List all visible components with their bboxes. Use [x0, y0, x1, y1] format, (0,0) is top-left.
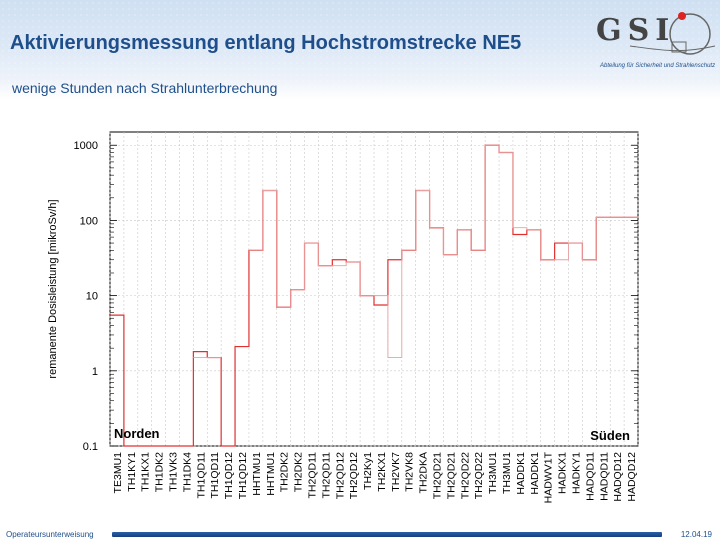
x-tick-label: TH2QD21 [432, 452, 444, 499]
page-title: Aktivierungsmessung entlang Hochstromstr… [10, 32, 522, 54]
x-tick-label: HADWV1T [543, 451, 555, 503]
series-lines [110, 144, 638, 447]
footer-left-text: Operateursunterweisung [6, 530, 94, 539]
x-tick-label: TH2Ky1 [362, 452, 374, 490]
x-tick-label: TH2DK2 [279, 452, 291, 492]
x-tick-label: HADDK1 [529, 452, 541, 495]
x-tick-label: TH2QD12 [334, 452, 346, 499]
x-tick-label: TH1KY1 [126, 452, 138, 492]
x-tick-label: TH2QD22 [473, 452, 485, 499]
x-tick-label: HADQD11 [598, 452, 610, 501]
logo-ring [669, 13, 711, 55]
x-tick-label: TH1VK3 [168, 452, 180, 492]
y-tick-label: 0.1 [83, 441, 98, 453]
x-tick-label: HADQD11 [584, 452, 596, 501]
y-tick-label: 10 [86, 291, 98, 303]
x-tick-label: TH1QD11 [209, 452, 221, 499]
gsi-logo: GSI [596, 12, 716, 55]
logo-text: GSI [596, 13, 675, 48]
x-tick-label: TH2QD21 [445, 452, 457, 499]
x-tick-label: TH1KX1 [140, 452, 152, 492]
footer-bar [112, 532, 662, 537]
header-banner [0, 0, 720, 100]
x-tick-label: HADDK1 [515, 452, 527, 495]
x-tick-label: TH1QD11 [195, 452, 207, 499]
x-tick-label: TH2DKA [418, 452, 430, 493]
logo-caption: Abteilung für Sicherheit und Strahlensch… [600, 63, 716, 69]
x-tick-label: HADKY1 [570, 452, 582, 494]
x-tick-label: HADKX1 [557, 452, 569, 494]
x-tick-label: TE3MU1 [112, 452, 124, 494]
x-tick-label: TH2QD12 [348, 452, 360, 499]
logo-dot [678, 12, 686, 20]
x-tick-label: TH3MU1 [487, 452, 499, 494]
x-tick-label: TH1QD12 [223, 452, 235, 499]
x-tick-label: HADQD12 [612, 452, 624, 502]
y-tick-label: 1 [92, 366, 98, 378]
logo-arc [629, 45, 716, 52]
annotation-north: Norden [114, 426, 160, 441]
x-tick-label: TH1DK2 [154, 452, 166, 492]
x-axis: TE3MU1 TH1KY1 TH1KX1 TH1DK2 TH1VK3 TH1DK4 TH1Q… [112, 451, 638, 503]
y-tick-label: 100 [80, 215, 98, 227]
x-tick-label: TH1QD12 [237, 452, 249, 499]
series-2-line [193, 144, 638, 359]
footer-date: 12.04.19 [680, 530, 712, 539]
x-tick-label: TH2KX1 [376, 452, 388, 492]
x-tick-label: TH2DK2 [293, 452, 305, 492]
chart-grid [109, 131, 639, 447]
x-tick-label: TH2QD22 [459, 452, 471, 499]
x-tick-label: TH2QD11 [306, 452, 318, 499]
y-axis-label: remanente Dosisleistung [mikroSv/h] [47, 199, 59, 378]
logo-box [671, 41, 687, 53]
x-tick-label: HHTMU1 [251, 452, 263, 496]
x-tick-label: TH2VK7 [390, 452, 402, 492]
x-tick-label: TH2VK8 [404, 452, 416, 492]
x-tick-label: TH3MU1 [501, 452, 513, 494]
x-tick-label: TH2QD11 [320, 452, 332, 499]
page-subtitle: wenige Stunden nach Strahlunterbrechung [12, 80, 278, 96]
x-tick-label: HHTMU1 [265, 452, 277, 496]
y-tick-label: 1000 [74, 140, 98, 152]
annotation-south: Süden [590, 428, 630, 443]
y-axis: 0.1 1 10 100 1000 [74, 140, 638, 453]
x-tick-label: HADQD12 [626, 452, 638, 502]
x-tick-label: TH1DK4 [181, 452, 193, 492]
